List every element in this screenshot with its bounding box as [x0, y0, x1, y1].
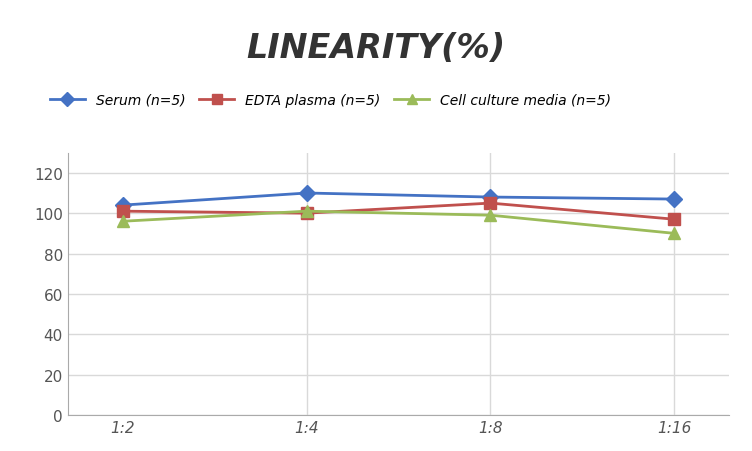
Cell culture media (n=5): [118, 219, 127, 225]
Serum (n=5): [118, 203, 127, 208]
Cell culture media (n=5): [670, 231, 679, 236]
Serum (n=5): [670, 197, 679, 202]
EDTA plasma (n=5): [118, 209, 127, 214]
Legend: Serum (n=5), EDTA plasma (n=5), Cell culture media (n=5): Serum (n=5), EDTA plasma (n=5), Cell cul…: [44, 88, 617, 113]
EDTA plasma (n=5): [486, 201, 495, 207]
Line: EDTA plasma (n=5): EDTA plasma (n=5): [117, 198, 680, 226]
Cell culture media (n=5): [302, 209, 311, 214]
Cell culture media (n=5): [486, 213, 495, 218]
Serum (n=5): [302, 191, 311, 196]
Line: Serum (n=5): Serum (n=5): [117, 188, 680, 211]
Line: Cell culture media (n=5): Cell culture media (n=5): [117, 206, 680, 239]
EDTA plasma (n=5): [302, 211, 311, 216]
Text: LINEARITY(%): LINEARITY(%): [247, 32, 505, 64]
EDTA plasma (n=5): [670, 217, 679, 222]
Serum (n=5): [486, 195, 495, 200]
